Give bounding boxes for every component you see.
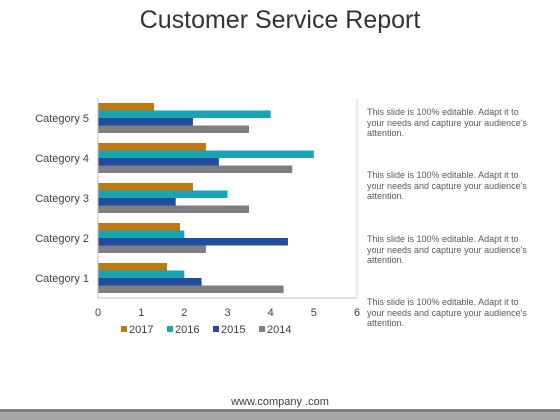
note-text: This slide is 100% editable. Adapt it to… (367, 107, 527, 138)
bar-2015-category-3 (98, 198, 176, 206)
footer-bar (0, 409, 560, 420)
bar-2014-category-1 (98, 285, 284, 293)
bar-2016-category-5 (98, 110, 271, 118)
legend-label: 2017 (129, 324, 153, 336)
y-tick-label: Category 3 (35, 193, 89, 205)
bar-2014-category-4 (98, 165, 293, 173)
y-tick-label: Category 1 (35, 273, 89, 285)
bar-2014-category-5 (98, 125, 250, 133)
legend-label: 2014 (267, 324, 291, 336)
x-tick-label: 5 (311, 307, 317, 319)
bar-2017-category-3 (98, 183, 193, 191)
bar-2015-category-4 (98, 158, 219, 166)
y-tick-label: Category 5 (35, 113, 89, 125)
page-title: Customer Service Report (139, 6, 421, 34)
chart-bars (98, 103, 314, 293)
x-tick-label: 0 (95, 307, 101, 319)
footer-bar-accent (0, 409, 560, 412)
note-text: This slide is 100% editable. Adapt it to… (367, 234, 527, 265)
x-tick-label: 4 (268, 307, 274, 319)
chart-tick-labels: Category 1 Category 2 Category 3 Category 4… (35, 113, 360, 319)
chart-legend: 2017 2016 2015 2014 (121, 324, 291, 336)
footer-url: www.company .com (231, 396, 329, 408)
bar-2016-category-2 (98, 230, 185, 238)
bar-2015-category-1 (98, 278, 202, 286)
bar-2017-category-1 (98, 263, 168, 271)
y-tick-label: Category 4 (35, 153, 89, 165)
legend-label: 2015 (221, 324, 245, 336)
legend-swatch (259, 326, 265, 332)
x-tick-label: 2 (181, 307, 187, 319)
bar-2014-category-3 (98, 205, 250, 213)
bar-2014-category-2 (98, 245, 206, 253)
x-tick-label: 1 (138, 307, 144, 319)
bar-2015-category-5 (98, 118, 193, 126)
x-tick-label: 3 (224, 307, 230, 319)
y-tick-label: Category 2 (35, 233, 89, 245)
bar-2017-category-4 (98, 143, 206, 151)
note-text: This slide is 100% editable. Adapt it to… (367, 297, 527, 328)
bar-2016-category-4 (98, 150, 314, 158)
bar-2015-category-2 (98, 238, 288, 246)
x-tick-label: 6 (354, 307, 360, 319)
legend-swatch (213, 326, 219, 332)
bar-2017-category-2 (98, 223, 181, 231)
note-text: This slide is 100% editable. Adapt it to… (367, 170, 527, 201)
bar-2016-category-1 (98, 270, 185, 278)
legend-label: 2016 (175, 324, 199, 336)
legend-swatch (121, 326, 127, 332)
chart-axes (97, 98, 358, 299)
legend-swatch (167, 326, 173, 332)
bar-2016-category-3 (98, 190, 228, 198)
bar-2017-category-5 (98, 103, 155, 111)
